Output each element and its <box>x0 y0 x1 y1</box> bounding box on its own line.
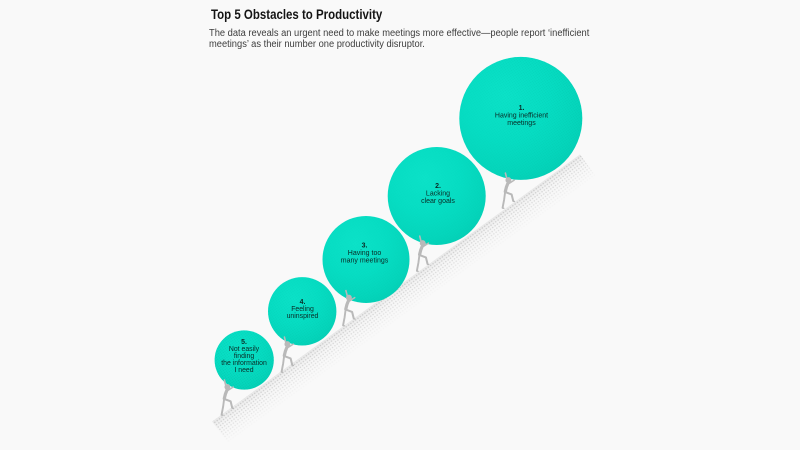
svg-text:finding: finding <box>234 353 254 360</box>
svg-text:Having too: Having too <box>348 250 382 257</box>
svg-text:many meetings: many meetings <box>341 258 389 265</box>
svg-text:2.: 2. <box>435 183 441 190</box>
svg-text:Having inefficient: Having inefficient <box>495 113 548 120</box>
svg-text:the information: the information <box>221 360 267 367</box>
svg-text:clear goals: clear goals <box>421 198 455 205</box>
svg-text:3.: 3. <box>362 243 368 250</box>
svg-text:meetings: meetings <box>507 120 536 127</box>
svg-text:1.: 1. <box>519 105 525 112</box>
svg-text:5.: 5. <box>241 339 247 346</box>
svg-text:Feeling: Feeling <box>291 306 314 313</box>
svg-text:Lacking: Lacking <box>426 190 450 197</box>
svg-text:4.: 4. <box>300 299 306 306</box>
svg-text:uninspired: uninspired <box>287 313 319 320</box>
svg-text:Not easily: Not easily <box>229 346 260 353</box>
svg-text:I need: I need <box>234 367 253 374</box>
